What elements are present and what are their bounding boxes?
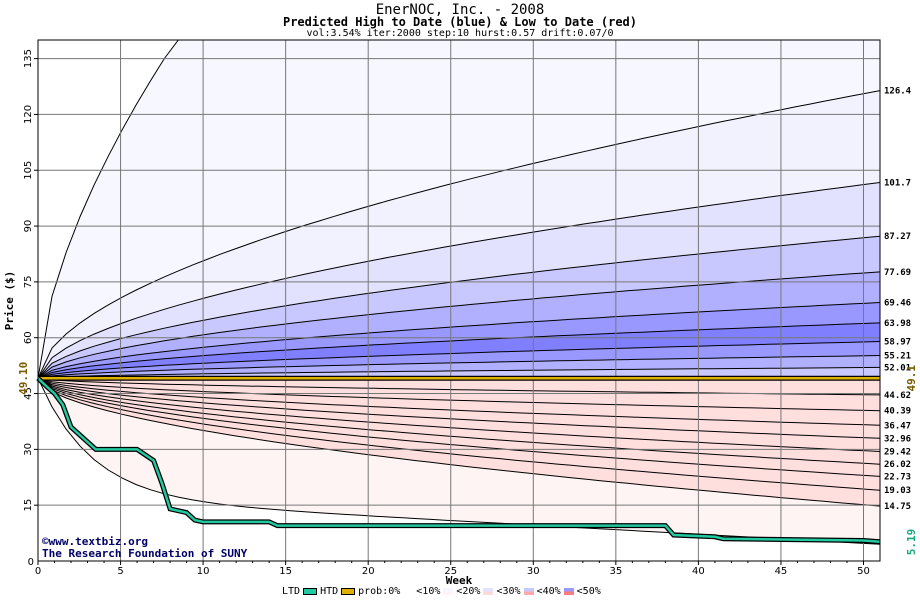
curve-end-labels: 126.4 101.7 87.27 77.69 69.46 63.98 58.97 55.21…: [17, 87, 918, 556]
y-tick-label-60: 60: [23, 331, 34, 344]
percentile-curve-7: [37, 341, 881, 379]
ltd-end-label: 5.19: [905, 529, 918, 556]
high-end-label-6: 58.97: [884, 338, 911, 348]
low-end-label-3: 32.96: [884, 434, 911, 444]
percentile-curve-14: [37, 377, 881, 439]
legend: LTD HTD prob:0% <10% <20% <30% <40% <50%: [282, 586, 601, 597]
start-price-label-left: 49.10: [17, 362, 30, 395]
ltd-line: [37, 377, 881, 543]
x-tick-label-40: 40: [692, 566, 705, 577]
y-tick-label-105: 105: [23, 161, 34, 180]
percentile-curve-6: [37, 322, 881, 379]
chart-title: EnerNOC, Inc. - 2008: [375, 2, 545, 18]
high-band-9: [38, 367, 880, 379]
legend-prob-50: <50%: [576, 586, 601, 597]
high-band-6: [38, 322, 880, 379]
high-end-label-1: 101.7: [884, 179, 911, 189]
percentile-curve-9: [37, 366, 881, 379]
y-tick-label-0: 0: [28, 557, 34, 568]
legend-htd-label: HTD: [320, 586, 339, 597]
percentile-curve-13: [37, 377, 881, 426]
high-end-label-3: 77.69: [884, 268, 911, 278]
x-tick-label-0: 0: [35, 566, 41, 577]
high-band-7: [38, 341, 880, 379]
credit-url: ©www.textbiz.org: [42, 535, 148, 548]
x-axis-label: Week: [446, 574, 473, 587]
percentile-curve-12: [37, 377, 881, 412]
legend-ltd-swatch: [303, 588, 318, 595]
high-end-label-4: 69.46: [884, 299, 911, 309]
high-band-1: [38, 90, 880, 379]
low-end-label-8: 14.75: [884, 502, 911, 512]
x-tick-label-5: 5: [117, 566, 123, 577]
chart-subtitle: Predicted High to Date (blue) & Low to D…: [282, 15, 637, 29]
y-tick-label-120: 120: [23, 105, 34, 124]
legend-prob-0-swatch: [403, 588, 414, 595]
legend-prob-0: prob:0%: [358, 586, 401, 597]
low-end-label-1: 40.39: [884, 407, 911, 417]
percentile-curve-15: [37, 377, 881, 452]
legend-prob-10-swatch: [443, 588, 454, 595]
percentile-curve-16: [37, 377, 881, 465]
percentile-curve-3: [37, 235, 881, 379]
x-tick-label-15: 15: [279, 566, 292, 577]
start-price-label-right: 49.1: [905, 365, 918, 392]
legend-prob-40: <40%: [536, 586, 561, 597]
y-tick-label-45: 45: [23, 387, 34, 400]
legend-ltd-label: LTD: [282, 586, 301, 597]
percentile-curve-19: [37, 377, 881, 507]
x-tick-label-45: 45: [775, 566, 788, 577]
high-band-8: [38, 355, 880, 379]
low-end-label-4: 29.42: [884, 448, 911, 458]
low-end-label-2: 36.47: [884, 421, 911, 431]
x-tick-label-10: 10: [197, 566, 210, 577]
high-band-0: [38, 40, 880, 379]
low-end-label-5: 26.02: [884, 460, 911, 470]
y-axis-label: Price ($): [3, 271, 16, 331]
high-end-label-8: 52.01: [884, 363, 911, 373]
low-end-label-6: 22.73: [884, 472, 911, 482]
legend-prob-40-swatch: [563, 588, 574, 595]
low-end-label-0: 44.62: [884, 391, 911, 401]
legend-prob-10: <10%: [416, 586, 441, 597]
credit-org: The Research Foundation of SUNY: [42, 547, 248, 560]
percentile-curve-18: [37, 377, 881, 491]
plot-frame: [37, 39, 881, 562]
htd-ltd-lines: [36, 375, 881, 545]
legend-prob-20-swatch: [483, 588, 494, 595]
x-tick-label-50: 50: [857, 566, 870, 577]
percentile-curve-1: [37, 90, 881, 379]
high-end-label-7: 55.21: [884, 352, 911, 362]
legend-prob-30: <30%: [496, 586, 521, 597]
axes: 0 5 10 15 20 25 30 35 40 45 50 0 15 30 45 60 75 90 105 120 1…: [3, 39, 881, 587]
high-band-4: [38, 271, 880, 379]
x-tick-label-35: 35: [609, 566, 622, 577]
y-tick-label-15: 15: [23, 499, 34, 512]
y-tick-label-75: 75: [23, 276, 34, 289]
percentile-curve-5: [37, 302, 881, 379]
x-tick-label-30: 30: [527, 566, 540, 577]
high-band-3: [38, 236, 880, 379]
y-tick-label-90: 90: [23, 220, 34, 233]
percentile-curve-17: [37, 377, 881, 477]
high-end-label-2: 87.27: [884, 232, 911, 242]
percentile-curve-2: [37, 182, 881, 379]
y-tick-label-135: 135: [23, 49, 34, 68]
percentile-curve-8: [37, 355, 881, 379]
x-tick-label-25: 25: [444, 566, 457, 577]
legend-prob-30-swatch: [523, 588, 534, 595]
high-end-label-5: 63.98: [884, 319, 911, 329]
legend-prob-20: <20%: [456, 586, 481, 597]
chart-params: vol:3.54% iter:2000 step:10 hurst:0.57 d…: [306, 28, 614, 39]
legend-htd-swatch: [341, 588, 356, 595]
y-tick-label-30: 30: [23, 443, 34, 456]
x-tick-label-20: 20: [362, 566, 375, 577]
high-end-label-0: 126.4: [884, 87, 912, 97]
high-band-2: [38, 182, 880, 379]
low-end-label-7: 19.03: [884, 486, 911, 496]
